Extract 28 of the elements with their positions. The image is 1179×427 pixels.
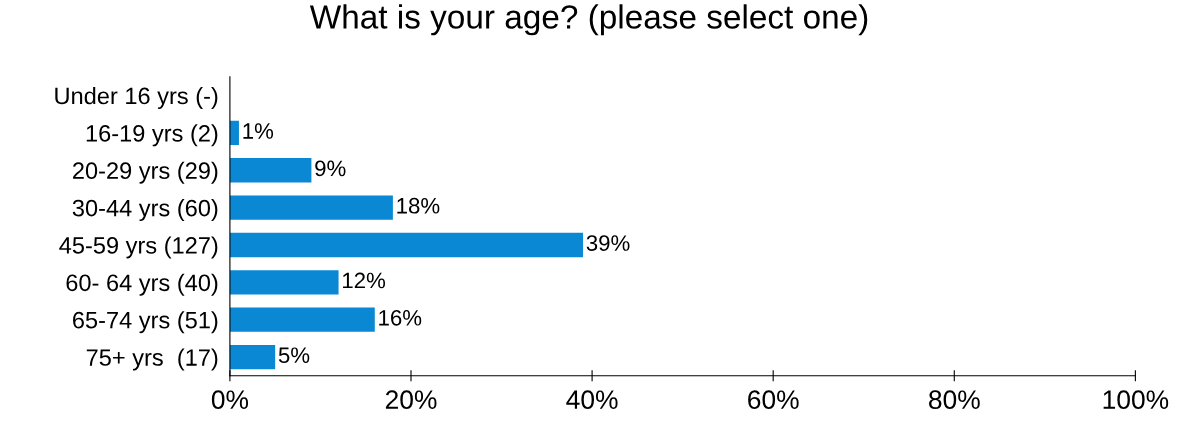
y-tick-label: 30-44 yrs (60): [72, 199, 218, 222]
x-tick-label: 0%: [211, 390, 249, 410]
bar: [229, 195, 393, 220]
data-label: 18%: [397, 197, 440, 214]
y-tick-label: 16-19 yrs (2): [86, 124, 218, 147]
data-label: 16%: [379, 309, 422, 326]
bar: [229, 344, 276, 370]
data-label: 39%: [586, 235, 630, 251]
x-tick-label: 60%: [748, 390, 799, 410]
y-tick-label: Under 16 yrs (-): [55, 86, 218, 109]
bar: [229, 307, 375, 332]
bar: [229, 158, 312, 183]
x-tick-label: 20%: [385, 390, 437, 410]
y-tick-label: 20-29 yrs (29): [73, 161, 218, 184]
y-tick-label: 75+ yrs (17): [86, 348, 218, 371]
y-tick-label: 65-74 yrs (51): [73, 311, 218, 334]
y-tick-label: 45-59 yrs (127): [59, 236, 218, 259]
chart-title: What is your age? (please select one): [309, 4, 868, 36]
data-label: 5%: [278, 347, 310, 364]
bar: [229, 232, 584, 258]
bar: [229, 270, 339, 295]
x-tick-label: 100%: [1103, 390, 1169, 410]
y-tick-label: 60- 64 yrs (40): [66, 273, 218, 296]
x-tick-label: 40%: [566, 390, 618, 410]
data-label: 12%: [343, 272, 386, 289]
x-tick-label: 80%: [929, 390, 980, 410]
data-label: 1%: [243, 123, 274, 139]
data-label: 9%: [315, 160, 346, 177]
